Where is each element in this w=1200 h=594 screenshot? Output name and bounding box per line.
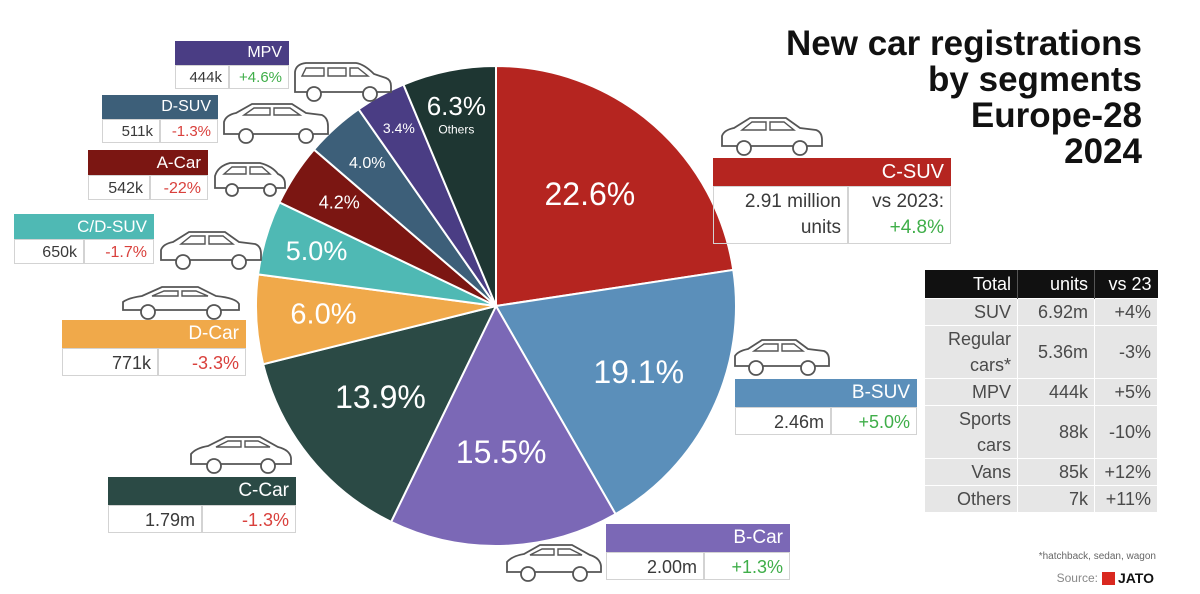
segment-label-dcar: D-Car 771k -3.3% xyxy=(62,320,246,376)
segment-label-dsuv: D-SUV 511k -1.3% xyxy=(102,95,218,143)
segment-label-ccar: C-Car 1.79m -1.3% xyxy=(108,477,296,533)
pie-pct-label-mpv: 3.4% xyxy=(383,120,415,136)
segment-label-cdsuv: C/D-SUV 650k -1.7% xyxy=(14,214,154,264)
pie-pct-label-ccar: 13.9% xyxy=(335,379,426,415)
suv-icon xyxy=(160,231,262,270)
pie-slice-label-others: Others xyxy=(438,123,474,137)
hatchback-icon xyxy=(506,544,602,582)
table-cell: Others xyxy=(923,485,1019,513)
segment-units: 2.00m xyxy=(606,552,704,580)
segment-change-label: vs 2023: xyxy=(872,191,944,212)
table-row: MPV 444k +5% xyxy=(923,378,1159,406)
segment-name: MPV xyxy=(175,41,289,65)
segment-label-acar: A-Car 542k -22% xyxy=(88,150,208,200)
segment-change: -1.3% xyxy=(160,119,218,143)
source-credit: Source: JATO xyxy=(1057,570,1154,586)
totals-header-cell: units xyxy=(1017,270,1095,299)
table-cell: MPV xyxy=(923,378,1019,406)
table-cell: -10% xyxy=(1093,405,1159,459)
table-cell: +4% xyxy=(1093,298,1159,326)
segment-label-mpv: MPV 444k +4.6% xyxy=(175,41,289,89)
table-cell: 6.92m xyxy=(1017,298,1095,326)
segment-change: -1.3% xyxy=(202,505,296,533)
pie-pct-label-dsuv: 4.0% xyxy=(349,155,385,172)
segment-change: +5.0% xyxy=(831,407,917,435)
pie-pct-label-bcar: 15.5% xyxy=(456,434,547,470)
footnote: *hatchback, sedan, wagon xyxy=(1038,551,1156,562)
pie-slice-csuv xyxy=(495,64,735,308)
suv-icon xyxy=(734,339,830,376)
pie-pct-label-cdsuv: 5.0% xyxy=(286,236,348,266)
segment-change-block: vs 2023: +4.8% xyxy=(848,186,951,244)
table-row: Others 7k +11% xyxy=(923,485,1159,513)
segment-label-bsuv: B-SUV 2.46m +5.0% xyxy=(735,379,917,435)
segment-change: +4.6% xyxy=(229,65,289,89)
table-cell: 88k xyxy=(1017,405,1095,459)
pie-pct-label-csuv: 22.6% xyxy=(544,176,635,212)
source-brand: JATO xyxy=(1117,570,1154,586)
segment-label-csuv: C-SUV 2.91 million units vs 2023: +4.8% xyxy=(713,158,951,244)
table-cell: Sports cars xyxy=(923,405,1019,459)
segment-name: D-Car xyxy=(62,320,246,348)
totals-header-cell: Total xyxy=(924,270,1019,299)
totals-header-cell: vs 23 xyxy=(1094,270,1158,299)
table-cell: 444k xyxy=(1017,378,1095,406)
totals-table: Total units vs 23 SUV 6.92m +4% Regular … xyxy=(923,270,1159,513)
segment-name: C/D-SUV xyxy=(14,214,154,239)
table-row: Sports cars 88k -10% xyxy=(923,405,1159,459)
table-cell: Vans xyxy=(923,458,1019,486)
pie-pct-label-bsuv: 19.1% xyxy=(593,354,684,390)
segment-units: 2.91 million units xyxy=(713,186,848,244)
pie-slice-bsuv xyxy=(494,268,737,516)
minivan-icon xyxy=(294,62,392,102)
segment-name: B-SUV xyxy=(735,379,917,407)
segment-change: +1.3% xyxy=(704,552,790,580)
chart-title: New car registrations by segments Europe… xyxy=(786,24,1142,171)
segment-units: 1.79m xyxy=(108,505,202,533)
table-cell: 5.36m xyxy=(1017,325,1095,379)
suv-icon xyxy=(721,117,823,156)
table-cell: +5% xyxy=(1093,378,1159,406)
segment-name: A-Car xyxy=(88,150,208,175)
suv-icon xyxy=(223,103,329,144)
segment-units: 2.46m xyxy=(735,407,831,435)
segment-name: D-SUV xyxy=(102,95,218,119)
segment-change: -3.3% xyxy=(158,348,246,376)
table-row: Vans 85k +12% xyxy=(923,458,1159,486)
segment-change: -1.7% xyxy=(84,239,154,264)
pie-pct-label-acar: 4.2% xyxy=(319,192,360,212)
source-label: Source: xyxy=(1056,571,1098,585)
pie-pct-label-others: 6.3% xyxy=(427,91,486,121)
segment-units: 511k xyxy=(102,119,160,143)
segment-name: B-Car xyxy=(606,524,790,552)
segment-change: -22% xyxy=(150,175,208,200)
segment-units: 542k xyxy=(88,175,150,200)
table-cell: Regular cars* xyxy=(923,325,1019,379)
segment-units: 444k xyxy=(175,65,229,89)
segment-name: C-SUV xyxy=(713,158,951,186)
totals-header-row: Total units vs 23 xyxy=(924,270,1158,299)
pie-pct-label-dcar: 6.0% xyxy=(290,298,356,330)
table-cell: -3% xyxy=(1093,325,1159,379)
segment-name: C-Car xyxy=(108,477,296,505)
table-cell: +11% xyxy=(1093,485,1159,513)
pie-slice-bcar xyxy=(389,303,617,547)
pie-slice-ccar xyxy=(261,304,498,524)
table-cell: SUV xyxy=(923,298,1019,326)
city-car-icon xyxy=(214,162,286,197)
table-row: SUV 6.92m +4% xyxy=(923,298,1159,326)
segment-units: 771k xyxy=(62,348,158,376)
segment-change: +4.8% xyxy=(889,217,944,238)
segment-label-bcar: B-Car 2.00m +1.3% xyxy=(606,524,790,580)
table-cell: 7k xyxy=(1017,485,1095,513)
pie-slice-others xyxy=(402,64,497,307)
table-cell: +12% xyxy=(1093,458,1159,486)
hatchback-icon xyxy=(190,436,292,474)
jato-logo-icon xyxy=(1101,571,1115,585)
table-cell: 85k xyxy=(1017,458,1095,486)
table-row: Regular cars* 5.36m -3% xyxy=(923,325,1159,379)
segment-units: 650k xyxy=(14,239,84,264)
sedan-icon xyxy=(122,286,240,320)
